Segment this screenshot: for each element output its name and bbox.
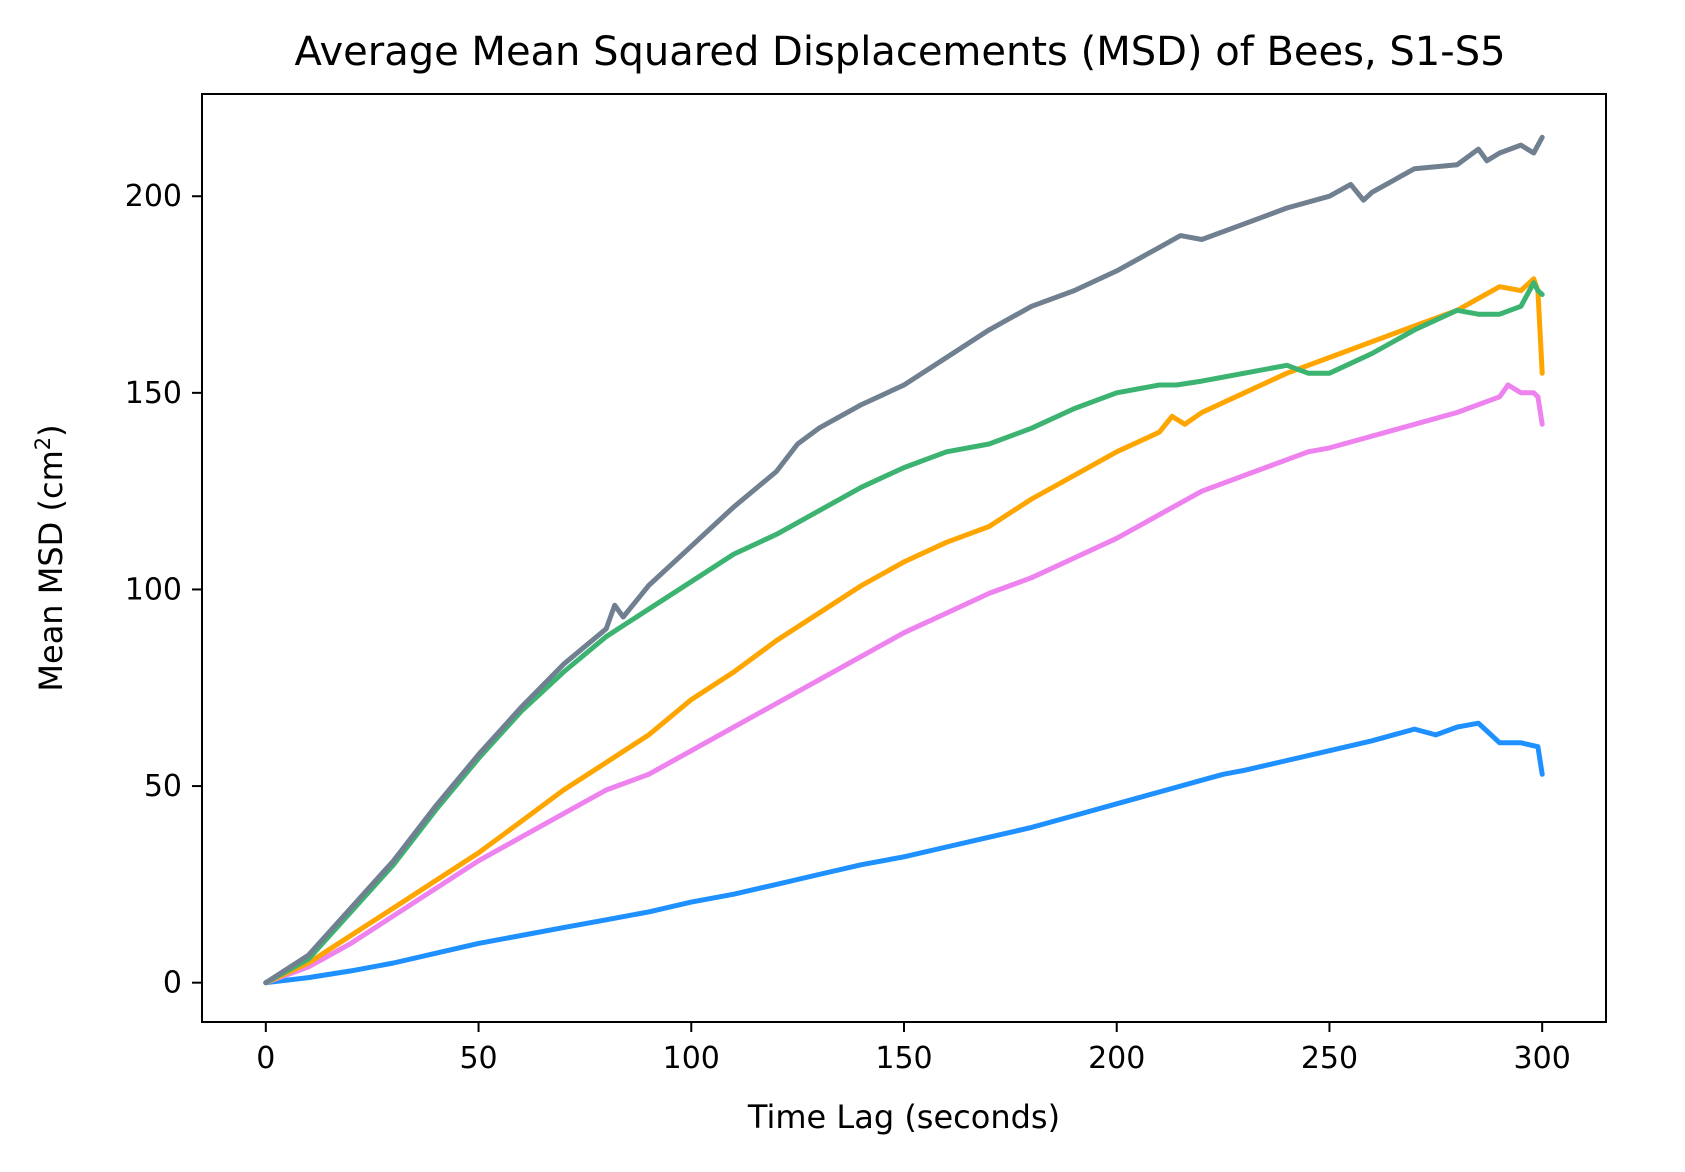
- series-line-4: [263, 280, 1545, 986]
- y-axis-label-main: Mean MSD (cm: [32, 450, 70, 691]
- y-tick-label: 100: [125, 572, 182, 607]
- y-axis-label-superscript: 2: [31, 437, 55, 450]
- y-tick-label: 0: [163, 966, 182, 1001]
- series-line-1: [263, 720, 1545, 986]
- y-tick-label: 50: [144, 769, 182, 804]
- chart-title: Average Mean Squared Displacements (MSD)…: [294, 29, 1505, 75]
- y-axis-label-end: ): [32, 424, 70, 436]
- series-line-5: [263, 134, 1545, 986]
- series-line-3: [263, 276, 1545, 986]
- y-tick-label: 150: [125, 376, 182, 411]
- y-tick-label: 200: [125, 179, 182, 214]
- x-axis-label: Time Lag (seconds): [747, 1098, 1060, 1136]
- x-axis: 0 50 100 150 200 250 300: [256, 1022, 1571, 1076]
- x-tick-label: 200: [1088, 1041, 1145, 1076]
- x-tick-label: 100: [663, 1041, 720, 1076]
- x-tick-label: 300: [1514, 1041, 1571, 1076]
- y-axis-label: Mean MSD (cm2): [31, 424, 70, 691]
- y-axis: 0 50 100 150 200: [125, 179, 202, 1001]
- series-group: [263, 134, 1545, 986]
- x-tick-label: 0: [256, 1041, 275, 1076]
- series-line-2: [263, 382, 1545, 986]
- x-tick-label: 150: [875, 1041, 932, 1076]
- x-tick-label: 50: [459, 1041, 497, 1076]
- x-tick-label: 250: [1301, 1041, 1358, 1076]
